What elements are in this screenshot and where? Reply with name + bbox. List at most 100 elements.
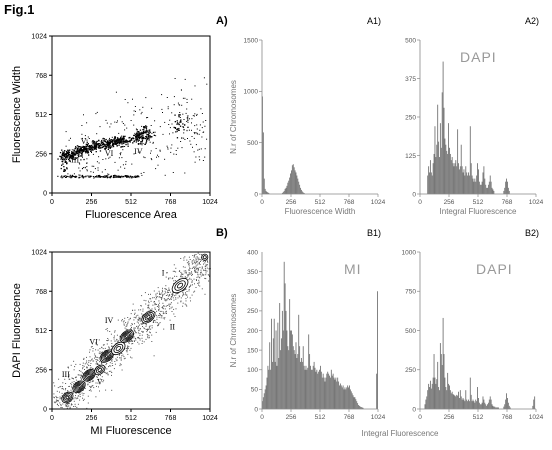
scatter-a-point: [191, 98, 193, 100]
contour-b-stipple: [197, 263, 199, 265]
contour-b-stipple: [174, 280, 176, 282]
contour-b-stipple: [156, 296, 158, 298]
scatter-a-point: [81, 146, 84, 149]
scatter-a-point: [137, 143, 139, 145]
scatter-a-point: [117, 175, 119, 177]
contour-b-stipple: [184, 289, 186, 291]
contour-b-stipple: [200, 259, 202, 261]
scatter-a-point: [186, 108, 188, 110]
contour-b-stipple: [175, 267, 177, 269]
histogram-a2-bar: [447, 153, 449, 194]
histogram-b1-bar: [307, 367, 309, 409]
contour-b-stipple: [139, 328, 141, 330]
contour-b-stipple: [79, 392, 81, 394]
contour-b-stipple: [200, 272, 201, 274]
histogram-a2-bar: [489, 175, 491, 194]
contour-b-stipple: [63, 388, 64, 390]
histogram-a2-bar: [467, 175, 469, 194]
scatter-a-point: [129, 141, 131, 143]
histogram-b1-bar: [360, 407, 362, 409]
contour-b-stipple: [87, 363, 89, 365]
x-tick-label: 512: [473, 414, 484, 421]
scatter-a-point: [124, 175, 126, 176]
contour-b-stipple: [74, 405, 76, 407]
contour-b-stipple: [70, 391, 72, 393]
histogram-a1-bar: [265, 190, 267, 194]
scatter-a-point: [90, 175, 92, 177]
contour-b-stipple: [69, 406, 71, 408]
contour-b-stipple: [189, 297, 191, 299]
scatter-a-point: [85, 176, 87, 178]
scatter-a-point: [141, 132, 143, 134]
scatter-a-point: [78, 146, 81, 148]
scatter-a-point: [71, 153, 73, 155]
contour-b-stipple: [193, 259, 195, 261]
contour-b-stipple: [120, 352, 122, 354]
scatter-a-point: [99, 144, 101, 147]
y-tick-label: 750: [405, 289, 416, 296]
contour-b-stipple: [87, 384, 89, 386]
scatter-a-point: [113, 141, 116, 143]
contour-b-stipple: [81, 378, 82, 380]
histogram-a1-bar: [298, 181, 300, 194]
histogram-b2-bar: [431, 383, 433, 409]
contour-b-stipple: [205, 264, 207, 266]
contour-b-stipple: [141, 340, 143, 342]
scatter-a-point: [131, 163, 133, 165]
contour-b-stipple: [70, 389, 72, 391]
scatter-a-point: [64, 160, 67, 162]
contour-b-stipple: [204, 262, 206, 264]
scatter-a-point: [201, 113, 203, 114]
scatter-a-point: [181, 89, 182, 91]
contour-b-stipple: [135, 317, 137, 319]
scatter-a-point: [67, 152, 70, 154]
contour-b-stipple: [198, 281, 200, 283]
scatter-a-point: [88, 148, 90, 150]
scatter-a-point: [144, 143, 146, 145]
histogram-a1-bar: [297, 178, 299, 194]
scatter-a-point: [111, 139, 113, 141]
scatter-a-point: [124, 99, 126, 100]
scatter-a-point: [110, 140, 112, 143]
scatter-a-point: [142, 143, 144, 144]
scatter-a-point: [123, 137, 125, 140]
contour-b-stipple: [82, 397, 83, 399]
scatter-a-point: [80, 150, 82, 152]
scatter-a-point: [180, 119, 182, 121]
histogram-b2-bar: [452, 394, 454, 409]
histogram-b2-bar: [479, 404, 481, 409]
scatter-a-point: [183, 119, 185, 120]
scatter-a-point: [155, 135, 157, 137]
contour-b-stipple: [162, 311, 164, 313]
contour-b-ring: [115, 345, 121, 351]
scatter-a-point: [140, 141, 142, 143]
contour-b-stipple: [169, 294, 171, 296]
scatter-a-point: [204, 125, 206, 127]
histogram-b2-bar: [433, 354, 435, 409]
scatter-a-point: [139, 129, 142, 131]
scatter-a-point: [59, 155, 61, 157]
contour-b-stipple: [171, 296, 172, 298]
contour-b-stipple: [135, 315, 137, 317]
scatter-a-point: [120, 154, 121, 156]
contour-b-stipple: [168, 295, 170, 297]
scatter-a-point: [79, 147, 81, 150]
scatter-a-point: [60, 176, 62, 178]
histogram-b1-bar: [353, 397, 355, 409]
contour-b-stipple: [195, 257, 197, 259]
contour-b-stipple: [175, 297, 177, 299]
contour-b-stipple: [205, 274, 207, 276]
scatter-a-point: [130, 138, 133, 140]
contour-b-stipple: [137, 332, 139, 334]
scatter-a-point: [122, 139, 124, 141]
contour-b-stipple: [207, 261, 209, 263]
scatter-a-point: [175, 153, 177, 155]
contour-b-stipple: [195, 279, 197, 280]
scatter-a-point: [90, 171, 92, 173]
contour-b-stipple: [197, 267, 199, 269]
contour-b-stipple: [198, 284, 199, 286]
x-tick-label: 512: [473, 199, 484, 206]
contour-b-stipple: [74, 403, 76, 405]
contour-b-stipple: [147, 328, 149, 330]
